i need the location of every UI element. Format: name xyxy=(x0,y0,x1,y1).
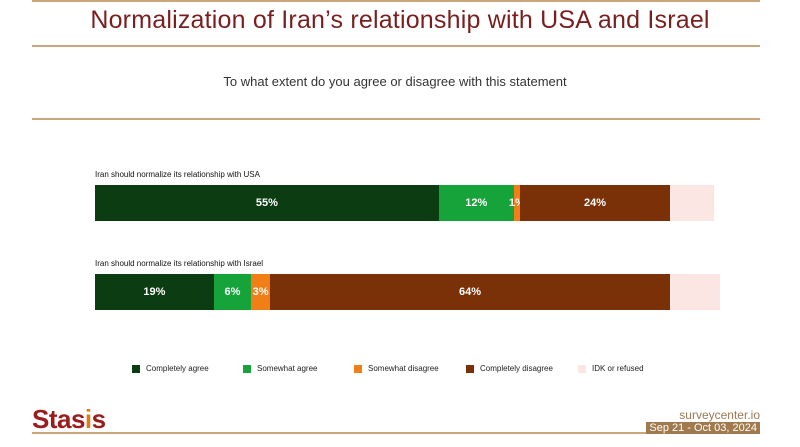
stasis-logo: Stasis xyxy=(32,404,106,435)
bar-row-usa: 55% 12% 1% 24% xyxy=(95,185,720,221)
bar-segment-completely-agree: 19% xyxy=(95,274,214,310)
logo-text-end: s xyxy=(91,404,106,434)
bar-segment-completely-agree: 55% xyxy=(95,185,439,221)
survey-dates: Sep 21 - Oct 03, 2024 xyxy=(646,422,760,434)
footer-rule xyxy=(32,432,712,434)
title-bottom-rule xyxy=(32,45,760,47)
legend-swatch xyxy=(243,364,251,373)
page-title: Normalization of Iran’s relationship wit… xyxy=(90,6,710,34)
data-label: 19% xyxy=(143,286,166,298)
bar-segment-somewhat-agree: 12% xyxy=(438,185,514,221)
data-label: 12% xyxy=(465,197,488,209)
data-label: 3% xyxy=(252,286,269,298)
legend-item-idk: IDK or refused xyxy=(578,364,644,373)
data-label: 55% xyxy=(255,197,278,209)
subtitle-rule xyxy=(32,118,760,120)
data-label: 24% xyxy=(583,197,607,209)
legend-swatch xyxy=(466,364,474,373)
logo-text-main: Stas xyxy=(32,404,85,434)
legend-swatch xyxy=(578,364,586,373)
data-label: 64% xyxy=(458,286,482,298)
legend-swatch xyxy=(132,364,140,373)
legend-label: Completely agree xyxy=(146,364,209,373)
legend-item-somewhat-disagree: Somewhat disagree xyxy=(354,364,439,373)
legend: Completely agree Somewhat agree Somewhat d… xyxy=(0,364,800,380)
legend-item-somewhat-agree: Somewhat agree xyxy=(243,364,317,373)
legend-label: Completely disagree xyxy=(480,364,553,373)
bar-segment-somewhat-agree: 6% xyxy=(213,274,252,310)
site-url: surveycenter.io xyxy=(679,408,760,422)
logo-text-accent: i xyxy=(84,404,92,434)
category-label-usa: Iran should normalize its relationship w… xyxy=(95,170,260,179)
legend-swatch xyxy=(354,364,362,373)
bar-segment-idk xyxy=(670,185,714,221)
legend-item-completely-agree: Completely agree xyxy=(132,364,209,373)
legend-label: Somewhat agree xyxy=(257,364,318,373)
bar-segment-somewhat-disagree: 3% xyxy=(251,274,270,310)
page-subtitle: To what extent do you agree or disagree … xyxy=(223,74,567,89)
legend-label: IDK or refused xyxy=(592,364,644,373)
bar-segment-completely-disagree: 24% xyxy=(520,185,670,221)
data-label: 6% xyxy=(224,286,241,298)
legend-item-completely-disagree: Completely disagree xyxy=(466,364,553,373)
bar-row-israel: 19% 6% 3% 64% xyxy=(95,274,720,310)
title-top-rule xyxy=(32,0,760,2)
bar-segment-idk xyxy=(670,274,720,310)
category-label-israel: Iran should normalize its relationship w… xyxy=(95,259,264,268)
bar-segment-completely-disagree: 64% xyxy=(270,274,670,310)
legend-label: Somewhat disagree xyxy=(368,364,439,373)
